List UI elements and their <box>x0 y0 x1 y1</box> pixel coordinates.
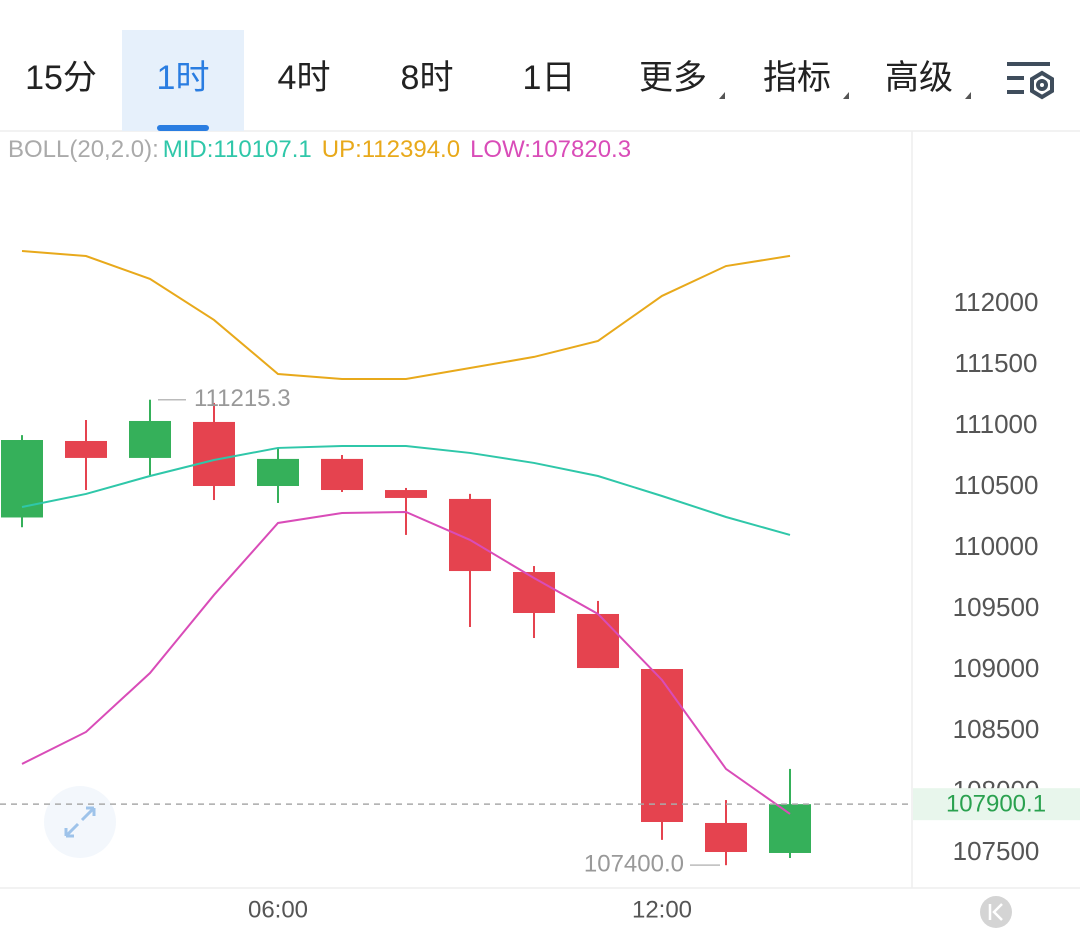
reset-button[interactable] <box>980 896 1012 928</box>
last-price-box <box>913 788 1080 821</box>
indicator-legend: BOLL(20,2.0): MID:110107.1 UP:112394.0 LOW:… <box>8 136 631 163</box>
dropdown-mark <box>719 92 725 99</box>
candle-body <box>321 458 363 491</box>
legend-entry: MID:110107.1 <box>163 136 312 163</box>
candle-body <box>65 440 107 458</box>
legend-entry: BOLL(20,2.0): <box>8 136 159 163</box>
settings-icon[interactable] <box>1007 62 1054 100</box>
dropdown-mark <box>965 92 971 99</box>
tab[interactable]: 8时 <box>401 59 454 97</box>
candle-body <box>385 490 427 498</box>
tab[interactable]: 1时 <box>157 59 210 97</box>
candle-body <box>129 420 171 458</box>
candle-body <box>257 458 299 487</box>
candle-body <box>1 440 43 518</box>
y-tick-label: 109500 <box>953 592 1040 622</box>
legend-entry: UP:112394.0 <box>322 136 460 163</box>
tab[interactable]: 4时 <box>278 59 331 97</box>
legend-entry: LOW:107820.3 <box>470 136 631 163</box>
y-tick-label: 112000 <box>954 287 1039 317</box>
boll-line <box>21 444 791 536</box>
active-tab-indicator <box>157 125 209 131</box>
dropdown-mark <box>843 92 849 99</box>
y-tick-label: 111000 <box>955 409 1038 439</box>
boll-line <box>21 250 791 381</box>
active-tab-bg <box>122 30 244 131</box>
y-tick-label: 110000 <box>954 531 1039 561</box>
candle-body <box>641 669 683 822</box>
last-price-label: 107900.1 <box>946 791 1046 818</box>
candle-body <box>577 613 619 669</box>
x-tick-label: 06:00 <box>248 896 308 923</box>
candle-body <box>449 498 491 572</box>
tab[interactable]: 高级 <box>885 59 953 97</box>
y-tick-label: 110500 <box>954 470 1039 500</box>
min-label: 107400.0 <box>584 851 684 878</box>
candle-body <box>705 822 747 853</box>
tab[interactable]: 指标 <box>763 59 831 97</box>
expand-button[interactable] <box>44 786 116 858</box>
boll-line <box>21 510 791 815</box>
y-tick-label: 109000 <box>953 653 1040 683</box>
candle-body <box>769 804 811 853</box>
tab[interactable]: 更多 <box>639 59 707 97</box>
y-tick-label: 108500 <box>953 714 1040 744</box>
y-tick-label: 111500 <box>955 348 1038 378</box>
tab[interactable]: 1日 <box>523 59 576 97</box>
tab[interactable]: 15分 <box>25 59 97 97</box>
y-tick-label: 107500 <box>953 836 1040 866</box>
x-tick-label: 12:00 <box>632 896 692 923</box>
max-label: 111215.3 <box>194 385 291 412</box>
candle-body <box>193 421 235 487</box>
